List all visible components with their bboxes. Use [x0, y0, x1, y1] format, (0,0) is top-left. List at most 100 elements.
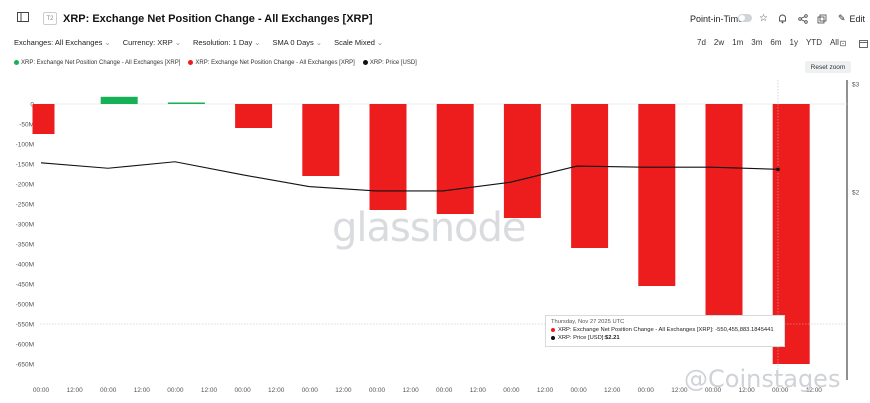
- y-tick-label: -200M: [16, 182, 34, 189]
- x-tick-label: 00:00: [33, 387, 50, 394]
- tooltip-row-position: XRP: Exchange Net Position Change - All …: [551, 327, 779, 333]
- chevron-down-icon: ⌄: [254, 38, 261, 47]
- chevron-down-icon: ⌄: [104, 38, 111, 47]
- legend-dot: [14, 60, 19, 65]
- edit-label: Edit: [849, 13, 866, 24]
- legend-item-positive[interactable]: XRP: Exchange Net Position Change - All …: [14, 60, 180, 66]
- legend-item-price[interactable]: XRP: Price [USD]: [362, 60, 417, 67]
- currency-dropdown-label: Currency: XRP: [122, 38, 173, 47]
- copy-icon[interactable]: [816, 13, 827, 24]
- bar: [503, 104, 541, 218]
- chart-title: XRP: Exchange Net Position Change - All …: [63, 13, 373, 25]
- y-tick-label: 0: [30, 102, 34, 109]
- right-y-tick-label: $3: [852, 82, 860, 89]
- currency-dropdown[interactable]: Currency: XRP ⌄: [123, 38, 181, 52]
- price-series-line: [40, 161, 779, 192]
- y-tick-label: -650M: [16, 362, 34, 369]
- bar: [705, 104, 743, 324]
- chevron-down-icon: ⌄: [315, 38, 323, 47]
- x-tick-label: 00:00: [570, 387, 587, 394]
- time-range-selector: 7d 2w 1m 3m 6m 1y YTD All: [693, 38, 843, 47]
- y-tick-label: -150M: [16, 162, 34, 169]
- scale-dropdown[interactable]: Scale Mixed ⌄: [334, 38, 383, 52]
- resolution-dropdown[interactable]: Resolution: 1 Day ⌄: [193, 38, 261, 52]
- point-in-time-label: Point-in-Time: [690, 14, 744, 24]
- x-tick-label: 12:00: [201, 387, 218, 394]
- x-tick-label: 00:00: [503, 387, 520, 394]
- range-1m[interactable]: 1m: [732, 38, 744, 47]
- chart-legend: XRP: Exchange Net Position Change - All …: [14, 60, 417, 66]
- x-tick-label: 12:00: [806, 387, 823, 394]
- legend-item-negative[interactable]: XRP: Exchange Net Position Change - All …: [188, 60, 355, 67]
- x-tick-label: 00:00: [772, 387, 789, 394]
- resolution-dropdown-label: Resolution: 1 Day: [193, 38, 253, 47]
- range-3m[interactable]: 3m: [751, 38, 763, 47]
- x-tick-label: 00:00: [436, 387, 453, 394]
- metric-tier-badge: T2: [43, 12, 57, 25]
- range-6m[interactable]: 6m: [770, 38, 782, 47]
- x-tick-label: 12:00: [671, 387, 688, 394]
- share-icon[interactable]: [797, 13, 808, 24]
- y-tick-label: -500M: [16, 302, 34, 309]
- filter-bar: Exchanges: All Exchanges ⌄ Currency: XRP ⌄…: [14, 38, 383, 52]
- range-all[interactable]: All: [829, 38, 839, 47]
- tooltip-date: Thursday, Nov 27 2025 UTC: [551, 319, 625, 325]
- tooltip-row-price: XRP: Price [USD]: $2.21: [551, 335, 779, 341]
- calendar-icon[interactable]: [858, 38, 868, 48]
- bar: [167, 102, 205, 104]
- y-tick-label: -600M: [16, 342, 34, 349]
- x-tick-label: 12:00: [537, 387, 554, 394]
- x-tick-label: 00:00: [369, 387, 386, 394]
- reset-zoom-button[interactable]: Reset zoom: [805, 61, 851, 73]
- x-tick-label: 12:00: [335, 387, 352, 394]
- tooltip-dot-red: [551, 328, 555, 332]
- coinstages-watermark: @Coinstages: [684, 365, 841, 393]
- bar: [638, 104, 676, 286]
- x-tick-label: 00:00: [167, 387, 184, 394]
- sma-dropdown[interactable]: SMA 0 Days ⌄: [273, 38, 323, 52]
- y-tick-label: -450M: [16, 282, 34, 289]
- x-tick-label: 00:00: [638, 387, 655, 394]
- legend-dot: [362, 60, 368, 65]
- x-tick-label: 00:00: [302, 387, 319, 394]
- legend-label: XRP: Exchange Net Position Change - All …: [195, 60, 355, 67]
- edit-button[interactable]: ✎ Edit: [838, 13, 865, 24]
- top-bar: T2 XRP: Exchange Net Position Change - A…: [0, 0, 870, 36]
- y-tick-label: -300M: [16, 222, 34, 229]
- chevron-down-icon: ⌄: [174, 38, 181, 47]
- legend-label: XRP: Exchange Net Position Change - All …: [21, 60, 181, 67]
- chart-tooltip: Thursday, Nov 27 2025 UTC XRP: Exchange …: [545, 315, 785, 347]
- exchanges-dropdown-label: Exchanges: All Exchanges: [14, 38, 103, 47]
- custom-range-icon[interactable]: ⊡: [839, 38, 847, 48]
- glassnode-watermark: glassnode: [332, 205, 527, 251]
- right-y-tick-label: $2: [852, 190, 860, 197]
- tooltip-dot-black: [551, 336, 555, 340]
- price-hover-point: [776, 167, 780, 172]
- bar: [100, 96, 138, 104]
- range-1y[interactable]: 1y: [789, 38, 798, 47]
- x-tick-label: 12:00: [268, 387, 285, 394]
- x-tick-label: 12:00: [604, 387, 621, 394]
- exchanges-dropdown[interactable]: Exchanges: All Exchanges ⌄: [14, 38, 111, 52]
- range-7d[interactable]: 7d: [697, 38, 706, 47]
- x-tick-label: 00:00: [234, 387, 251, 394]
- range-2w[interactable]: 2w: [713, 38, 725, 47]
- legend-dot: [188, 60, 194, 65]
- legend-label: XRP: Price [USD]: [369, 60, 417, 67]
- range-ytd[interactable]: YTD: [805, 38, 822, 47]
- x-tick-label: 12:00: [134, 387, 151, 394]
- x-tick-label: 12:00: [470, 387, 487, 394]
- bar: [436, 104, 474, 214]
- pencil-icon: ✎: [838, 13, 846, 23]
- y-tick-label: -100M: [16, 142, 34, 149]
- y-tick-label: -50M: [19, 122, 34, 129]
- x-tick-label: 12:00: [66, 387, 83, 394]
- scale-dropdown-label: Scale Mixed: [334, 38, 375, 47]
- point-in-time-toggle[interactable]: [738, 14, 752, 22]
- tooltip-price-value: $2.21: [605, 335, 620, 341]
- sidebar-toggle-icon[interactable]: [16, 11, 30, 23]
- y-tick-label: -550M: [16, 322, 34, 329]
- bell-icon[interactable]: [777, 13, 788, 24]
- star-icon[interactable]: ☆: [759, 13, 768, 24]
